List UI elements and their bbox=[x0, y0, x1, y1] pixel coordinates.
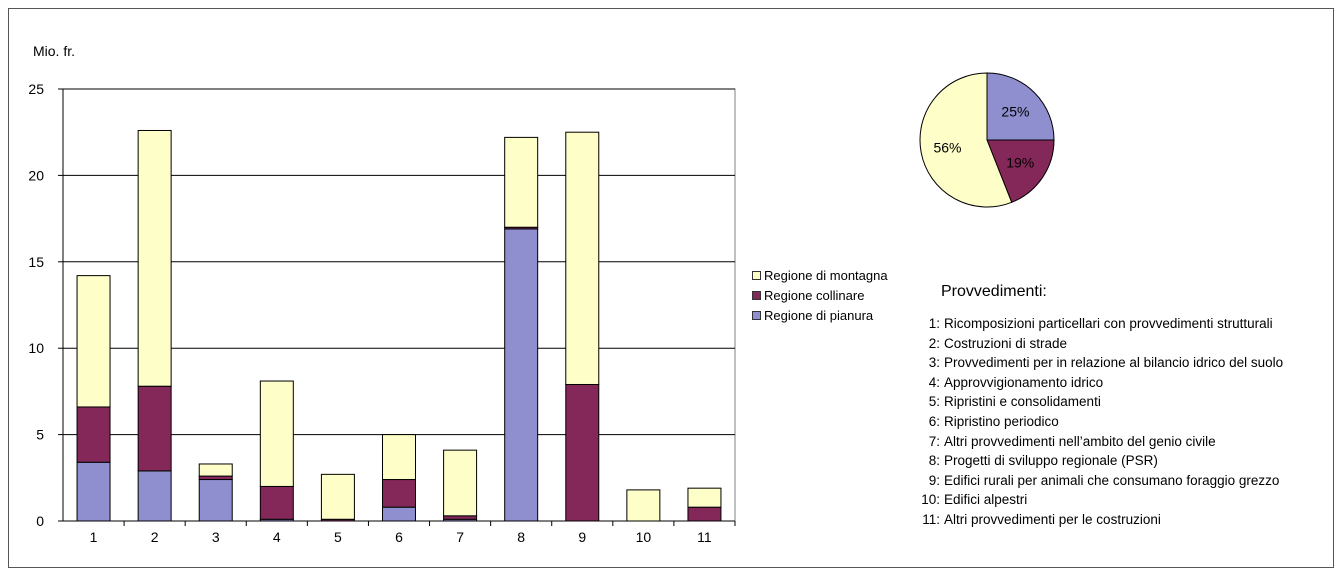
measure-item: 9: Edifici rurali per animali che consuma… bbox=[920, 471, 1283, 491]
bar-segment bbox=[76, 461, 111, 522]
measure-text: Ripristino periodico bbox=[944, 413, 1059, 429]
legend-swatch-montagna bbox=[752, 270, 761, 280]
legend-label-montagna: Regione di montagna bbox=[764, 267, 888, 283]
x-tick-label: 10 bbox=[636, 529, 652, 545]
bar-segment bbox=[76, 406, 111, 463]
y-tick-label: 20 bbox=[28, 167, 44, 183]
measure-number: 9: bbox=[928, 472, 940, 488]
measure-text: Costruzioni di strade bbox=[944, 335, 1068, 351]
pie-slice-label: 56% bbox=[933, 140, 961, 156]
y-tick-label: 5 bbox=[36, 427, 44, 443]
measure-item: 3: Provvedimenti per in relazione al bila… bbox=[920, 353, 1283, 373]
legend-label-pianura: Regione di pianura bbox=[764, 307, 874, 323]
pie-slice bbox=[986, 139, 1055, 203]
bar-segment bbox=[198, 463, 233, 477]
measure-number: 10: bbox=[921, 492, 940, 508]
pie-slice bbox=[986, 72, 1055, 141]
measure-item: 4: Approvvigionamento idrico bbox=[920, 373, 1283, 393]
bar-segment bbox=[382, 479, 416, 508]
x-tick-label: 1 bbox=[90, 529, 98, 545]
x-tick-label: 6 bbox=[395, 529, 403, 545]
bar-segment bbox=[626, 489, 661, 522]
measure-text: Progetti di sviluppo regionale (PSR) bbox=[944, 453, 1158, 469]
y-axis-unit-label: Mio. fr. bbox=[33, 43, 76, 59]
y-tick-label: 15 bbox=[28, 254, 44, 270]
legend-item-pianura: Regione di pianura bbox=[752, 305, 888, 325]
bar-segment bbox=[382, 506, 416, 522]
measure-number: 3: bbox=[928, 355, 940, 371]
measure-text: Edifici rurali per animali che consumano… bbox=[944, 472, 1280, 488]
bar-segment bbox=[259, 380, 294, 487]
measure-item: 2: Costruzioni di strade bbox=[920, 334, 1283, 354]
legend-label-collinare: Regione collinare bbox=[764, 287, 865, 303]
measures-title: Provvedimenti: bbox=[941, 283, 1047, 300]
bar-segment bbox=[504, 136, 539, 228]
x-tick-label: 11 bbox=[697, 529, 712, 545]
measure-text: Provvedimenti per in relazione al bilanc… bbox=[944, 355, 1284, 371]
measure-item: 10: Edifici alpestri bbox=[920, 490, 1283, 510]
bar-segment bbox=[687, 506, 722, 522]
measure-item: 5: Ripristini e consolidamenti bbox=[920, 392, 1283, 412]
legend-item-montagna: Regione di montagna bbox=[752, 265, 888, 285]
x-tick-label: 4 bbox=[273, 529, 281, 545]
y-tick-label: 25 bbox=[28, 81, 44, 97]
legend-swatch-collinare bbox=[752, 290, 761, 300]
y-tick-label: 0 bbox=[36, 513, 44, 529]
measure-text: Edifici alpestri bbox=[944, 492, 1028, 508]
x-tick-label: 9 bbox=[578, 529, 586, 545]
x-tick-label: 2 bbox=[151, 529, 159, 545]
bar-segment bbox=[565, 383, 600, 522]
measure-text: Approvvigionamento idrico bbox=[944, 374, 1104, 390]
bar-segment bbox=[76, 275, 111, 408]
measures-list: 1: Ricomposizioni particellari con provve… bbox=[920, 314, 1283, 530]
bar-segment bbox=[565, 131, 600, 385]
measure-item: 7: Altri provvedimenti nell’ambito del ge… bbox=[920, 432, 1283, 452]
x-tick-label: 8 bbox=[517, 529, 525, 545]
pie-slice-label: 19% bbox=[1006, 155, 1034, 171]
bar-segment bbox=[504, 228, 539, 522]
x-tick-label: 5 bbox=[334, 529, 342, 545]
measure-item: 8: Progetti di sviluppo regionale (PSR) bbox=[920, 451, 1283, 471]
bar-segment bbox=[687, 487, 722, 508]
legend-swatch-pianura bbox=[752, 310, 761, 320]
chart-legend: Regione di montagna Regione collinare Re… bbox=[752, 265, 888, 325]
bar-segment bbox=[259, 485, 294, 520]
measure-number: 4: bbox=[928, 374, 940, 390]
measure-number: 1: bbox=[928, 316, 940, 331]
legend-item-collinare: Regione collinare bbox=[752, 285, 888, 305]
measure-number: 7: bbox=[928, 433, 940, 449]
bar-segment bbox=[198, 475, 233, 481]
measure-item: 11: Altri provvedimenti per le costruzion… bbox=[920, 510, 1283, 530]
measure-text: Altri provvedimenti per le costruzioni bbox=[944, 511, 1161, 527]
measure-number: 2: bbox=[928, 335, 940, 351]
measure-text: Altri provvedimenti nell’ambito del geni… bbox=[944, 433, 1216, 449]
bar-segment bbox=[198, 479, 233, 522]
y-tick-label: 10 bbox=[28, 340, 44, 356]
bar-segment bbox=[137, 385, 172, 472]
pie-slice bbox=[919, 72, 1013, 208]
measure-text: Ricomposizioni particellari con provvedi… bbox=[944, 316, 1273, 331]
bar-segment bbox=[443, 515, 478, 520]
measure-item: 1: Ricomposizioni particellari con provve… bbox=[920, 314, 1283, 334]
measure-text: Ripristini e consolidamenti bbox=[944, 394, 1101, 410]
measure-number: 6: bbox=[928, 413, 940, 429]
measure-number: 5: bbox=[928, 394, 940, 410]
x-tick-label: 7 bbox=[456, 529, 464, 545]
measure-item: 6: Ripristino periodico bbox=[920, 412, 1283, 432]
bar-segment bbox=[137, 129, 172, 387]
measure-number: 8: bbox=[928, 453, 940, 469]
measure-number: 11: bbox=[922, 511, 940, 527]
bar-segment bbox=[382, 434, 416, 481]
bar-segment bbox=[320, 473, 355, 520]
bar-segment bbox=[443, 449, 478, 517]
pie-slice-label: 25% bbox=[1001, 104, 1029, 120]
bar-segment bbox=[137, 470, 172, 522]
x-tick-label: 3 bbox=[212, 529, 220, 545]
